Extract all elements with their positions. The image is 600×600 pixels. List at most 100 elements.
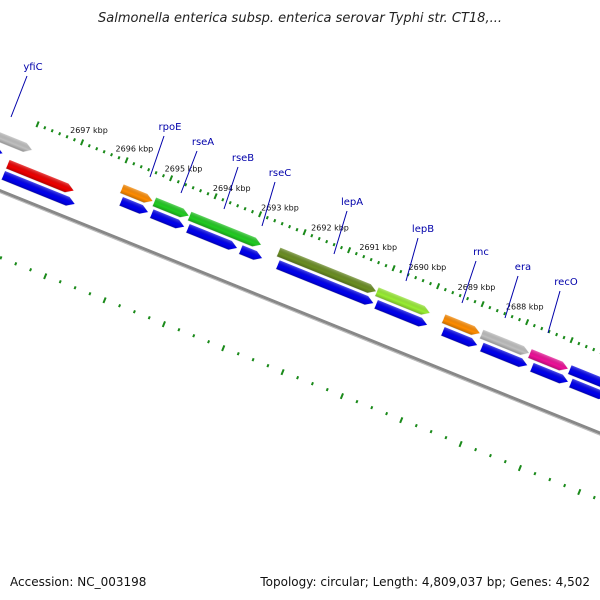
svg-text:era: era [515,262,531,273]
inner-minor-tick [236,351,240,356]
outer-minor-tick [503,311,507,316]
inner-minor-tick [296,375,300,380]
inner-minor-tick [385,411,389,416]
outer-minor-tick [325,239,329,244]
outer-minor-tick [147,167,151,172]
outer-minor-tick [295,227,299,232]
outer-minor-tick [236,203,240,208]
outer-minor-tick [280,221,284,226]
outer-minor-tick [95,147,99,151]
inner-major-tick [339,392,344,400]
outer-major-tick [80,139,85,146]
svg-text:rseC: rseC [269,168,291,179]
inner-minor-tick [14,262,18,266]
inner-minor-tick [132,309,136,314]
kbp-scale-labels: 2697 kbp 2696 kbp 2695 kbp 2694 kbp 2693 kbp… [70,126,544,311]
outer-major-tick [525,318,530,326]
outer-minor-tick [532,323,536,328]
inner-major-tick [280,368,285,376]
outer-minor-tick [43,126,47,130]
lepA-gene-bar [275,246,378,294]
inner-minor-tick [73,286,77,290]
outer-major-tick [569,336,574,344]
inner-major-tick [43,273,48,280]
outer-minor-tick [443,287,447,292]
inner-minor-tick [474,447,478,452]
cds-arrow [275,259,375,306]
outer-minor-tick [451,290,455,295]
cds-arrow [238,244,264,261]
inner-minor-tick [88,292,92,296]
cds-arrow [149,208,186,230]
gene-label-era: era [504,262,531,319]
inner-minor-tick [355,399,359,404]
inner-minor-tick [370,405,374,410]
inner-minor-tick [325,387,329,392]
kbp-label: 2688 kbp [506,302,544,311]
tick-rings [0,121,600,500]
svg-text:lepA: lepA [341,197,363,208]
inner-major-tick [221,345,226,352]
inner-minor-tick [0,256,3,260]
kbp-label: 2691 kbp [359,243,397,252]
outer-minor-tick [176,179,180,184]
outer-minor-tick [132,161,136,166]
outer-minor-tick [369,257,373,262]
outer-minor-tick [377,260,381,265]
outer-major-tick [169,175,174,182]
inner-minor-tick [207,339,211,344]
outer-major-tick [480,300,485,308]
rnc-gene-bar [440,313,482,336]
outer-minor-tick [518,317,522,322]
inner-minor-tick [414,423,418,428]
cds-arrow [529,361,570,385]
outer-minor-tick [117,155,121,160]
outer-minor-tick [429,281,432,286]
outer-minor-tick [466,296,470,301]
cds-arrow [373,298,429,328]
kbp-label: 2693 kbp [261,203,299,212]
kbp-label: 2695 kbp [165,164,203,173]
kbp-label: 2692 kbp [311,224,349,233]
outer-minor-tick [495,308,499,313]
kbp-label: 2689 kbp [458,283,496,292]
outer-minor-tick [488,305,492,310]
outer-minor-tick [332,242,336,247]
gene-label-rpoE: rpoE [149,122,182,178]
inner-minor-tick [533,471,537,476]
inner-minor-tick [444,435,448,440]
inner-minor-tick [192,333,196,338]
outer-minor-tick [221,197,225,202]
outer-minor-tick [199,188,203,193]
svg-text:rpoE: rpoE [159,122,182,133]
outer-minor-tick [72,138,76,142]
inner-minor-tick [251,357,255,362]
outer-major-tick [213,193,218,200]
cds-arrow [118,195,150,215]
cds-arrow [185,222,239,251]
inner-major-tick [458,440,463,448]
red-gene-bar [5,158,75,193]
outer-minor-tick [243,206,247,211]
inner-minor-tick [29,268,33,272]
outer-minor-tick [562,335,566,340]
cds-arrow [479,341,529,368]
outer-major-tick [258,211,263,218]
outer-minor-tick [540,326,544,331]
cds-arrow [440,325,479,348]
outer-minor-tick [421,278,425,283]
outer-minor-tick [265,215,269,220]
gene-label-lepB: lepB [405,224,434,282]
inner-minor-tick [118,303,122,308]
outer-major-tick [124,157,129,164]
rseB-gene-bar [186,210,263,248]
outer-minor-tick [161,173,165,178]
cds-arrow [568,377,600,400]
rseA-gene-bar [151,196,191,218]
outer-minor-tick [139,164,143,169]
inner-major-tick [161,321,166,328]
svg-text:lepB: lepB [412,224,434,235]
gene-label-recO: recO [547,277,578,334]
inner-minor-tick [58,280,62,284]
map-title: Salmonella enterica subsp. enterica sero… [98,11,502,26]
